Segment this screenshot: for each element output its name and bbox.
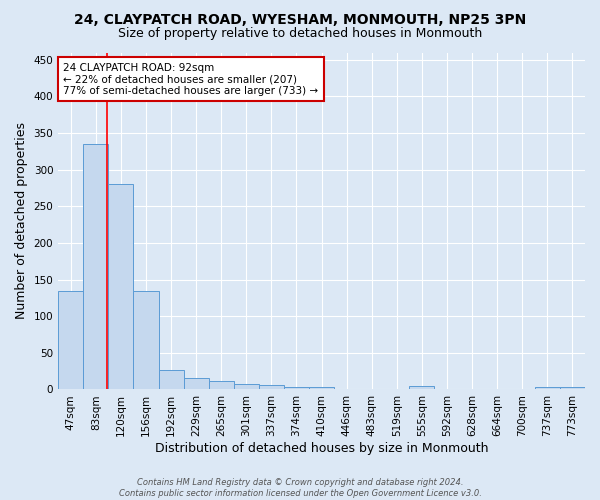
Bar	[58, 290, 83, 390]
Bar	[234, 384, 259, 390]
Y-axis label: Number of detached properties: Number of detached properties	[15, 122, 28, 320]
Bar	[560, 388, 585, 390]
Bar	[158, 370, 184, 390]
Text: Contains HM Land Registry data © Crown copyright and database right 2024.
Contai: Contains HM Land Registry data © Crown c…	[119, 478, 481, 498]
Bar	[184, 378, 209, 390]
Bar	[535, 386, 560, 390]
Bar	[109, 184, 133, 390]
Text: Size of property relative to detached houses in Monmouth: Size of property relative to detached ho…	[118, 28, 482, 40]
Bar	[209, 380, 234, 390]
Bar	[409, 386, 434, 390]
Bar	[259, 385, 284, 390]
Text: 24 CLAYPATCH ROAD: 92sqm
← 22% of detached houses are smaller (207)
77% of semi-: 24 CLAYPATCH ROAD: 92sqm ← 22% of detach…	[64, 62, 319, 96]
Bar	[83, 144, 109, 390]
X-axis label: Distribution of detached houses by size in Monmouth: Distribution of detached houses by size …	[155, 442, 488, 455]
Bar	[284, 386, 309, 390]
Text: 24, CLAYPATCH ROAD, WYESHAM, MONMOUTH, NP25 3PN: 24, CLAYPATCH ROAD, WYESHAM, MONMOUTH, N…	[74, 12, 526, 26]
Bar	[309, 388, 334, 390]
Bar	[133, 290, 158, 390]
